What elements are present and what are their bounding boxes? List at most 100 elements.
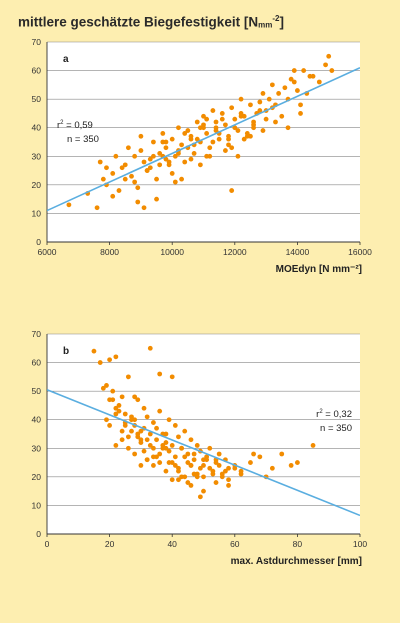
x-axis-label: max. Astdurchmesser [mm]: [231, 556, 362, 567]
data-point: [166, 460, 172, 465]
data-point: [260, 91, 266, 96]
data-point: [257, 99, 263, 105]
data-point: [176, 434, 181, 440]
data-point: [135, 434, 141, 440]
data-point: [116, 403, 122, 408]
data-point: [194, 119, 200, 125]
data-point: [147, 165, 153, 171]
data-point: [154, 196, 159, 202]
data-point: [182, 131, 188, 136]
data-point: [132, 179, 138, 185]
x-tick-label: 0: [45, 539, 50, 549]
data-point: [147, 431, 153, 437]
data-point: [279, 451, 285, 457]
scatter-chart-b: 0 10 20 30 40 50 60 70 0 20 40 60 80 100 b r2 = 0,32 n =…: [32, 329, 368, 567]
y-tick-label: 30: [32, 151, 42, 161]
data-point: [251, 451, 256, 457]
data-point: [107, 397, 112, 403]
data-point: [107, 357, 112, 363]
data-point: [266, 96, 272, 102]
data-point: [298, 111, 303, 116]
data-point: [179, 445, 184, 451]
data-point: [116, 408, 122, 414]
data-point: [232, 116, 238, 122]
data-point: [238, 471, 244, 477]
data-point: [141, 205, 147, 211]
data-point: [119, 165, 125, 171]
data-point: [132, 394, 138, 400]
data-point: [176, 125, 181, 131]
data-point: [248, 102, 253, 108]
data-points: [91, 345, 316, 500]
data-point: [191, 457, 197, 463]
data-point: [226, 133, 231, 139]
y-tick-label: 40: [32, 415, 42, 425]
data-point: [204, 116, 210, 122]
data-point: [201, 474, 206, 480]
data-point: [244, 131, 250, 136]
data-point: [210, 108, 216, 113]
data-point: [119, 428, 125, 434]
data-point: [172, 423, 178, 428]
y-tick-label: 30: [32, 443, 42, 453]
data-point: [185, 460, 191, 465]
data-point: [185, 480, 191, 485]
data-point: [182, 428, 188, 434]
data-point: [269, 465, 275, 471]
data-point: [125, 445, 131, 451]
data-point: [182, 159, 188, 165]
data-points: [66, 53, 335, 211]
data-point: [197, 162, 203, 168]
data-point: [141, 448, 147, 454]
data-point: [97, 360, 103, 365]
data-point: [157, 408, 163, 414]
data-point: [151, 420, 156, 425]
data-point: [110, 388, 116, 394]
data-point: [279, 113, 285, 119]
data-point: [122, 411, 128, 417]
data-point: [154, 176, 159, 182]
y-tick-label: 70: [32, 37, 42, 47]
data-point: [260, 128, 266, 133]
data-point: [113, 443, 119, 448]
data-point: [151, 445, 156, 451]
data-point: [191, 151, 197, 156]
x-tick-label: 16000: [348, 247, 372, 257]
data-point: [285, 125, 291, 131]
data-point: [144, 414, 150, 420]
x-tick-label: 10000: [160, 247, 184, 257]
data-point: [204, 153, 210, 159]
data-point: [235, 128, 241, 133]
data-point: [229, 105, 235, 111]
data-point: [132, 451, 138, 457]
figure-title: mittlere geschätzte Biegefestigkeit [Nmm…: [18, 14, 284, 30]
data-point: [172, 454, 178, 460]
data-point: [176, 151, 181, 156]
data-point: [157, 371, 163, 377]
data-point: [210, 139, 216, 145]
data-point: [201, 463, 206, 468]
data-point: [232, 125, 238, 131]
data-point: [216, 451, 222, 457]
data-point: [288, 76, 294, 82]
data-point: [229, 188, 235, 193]
data-point: [166, 417, 172, 423]
data-point: [119, 437, 125, 443]
data-point: [141, 405, 147, 411]
title-unit-sup: -2: [272, 14, 280, 23]
data-point: [166, 159, 172, 165]
data-point: [135, 199, 141, 205]
data-point: [154, 454, 159, 460]
data-point: [197, 494, 203, 500]
data-point: [169, 477, 175, 483]
data-point: [194, 443, 200, 448]
data-point: [207, 465, 213, 471]
data-point: [132, 417, 138, 423]
data-point: [135, 397, 141, 403]
data-point: [288, 463, 294, 468]
data-point: [298, 102, 303, 108]
data-point: [310, 443, 316, 448]
data-point: [291, 68, 297, 73]
x-tick-label: 12000: [223, 247, 247, 257]
data-point: [191, 471, 197, 477]
